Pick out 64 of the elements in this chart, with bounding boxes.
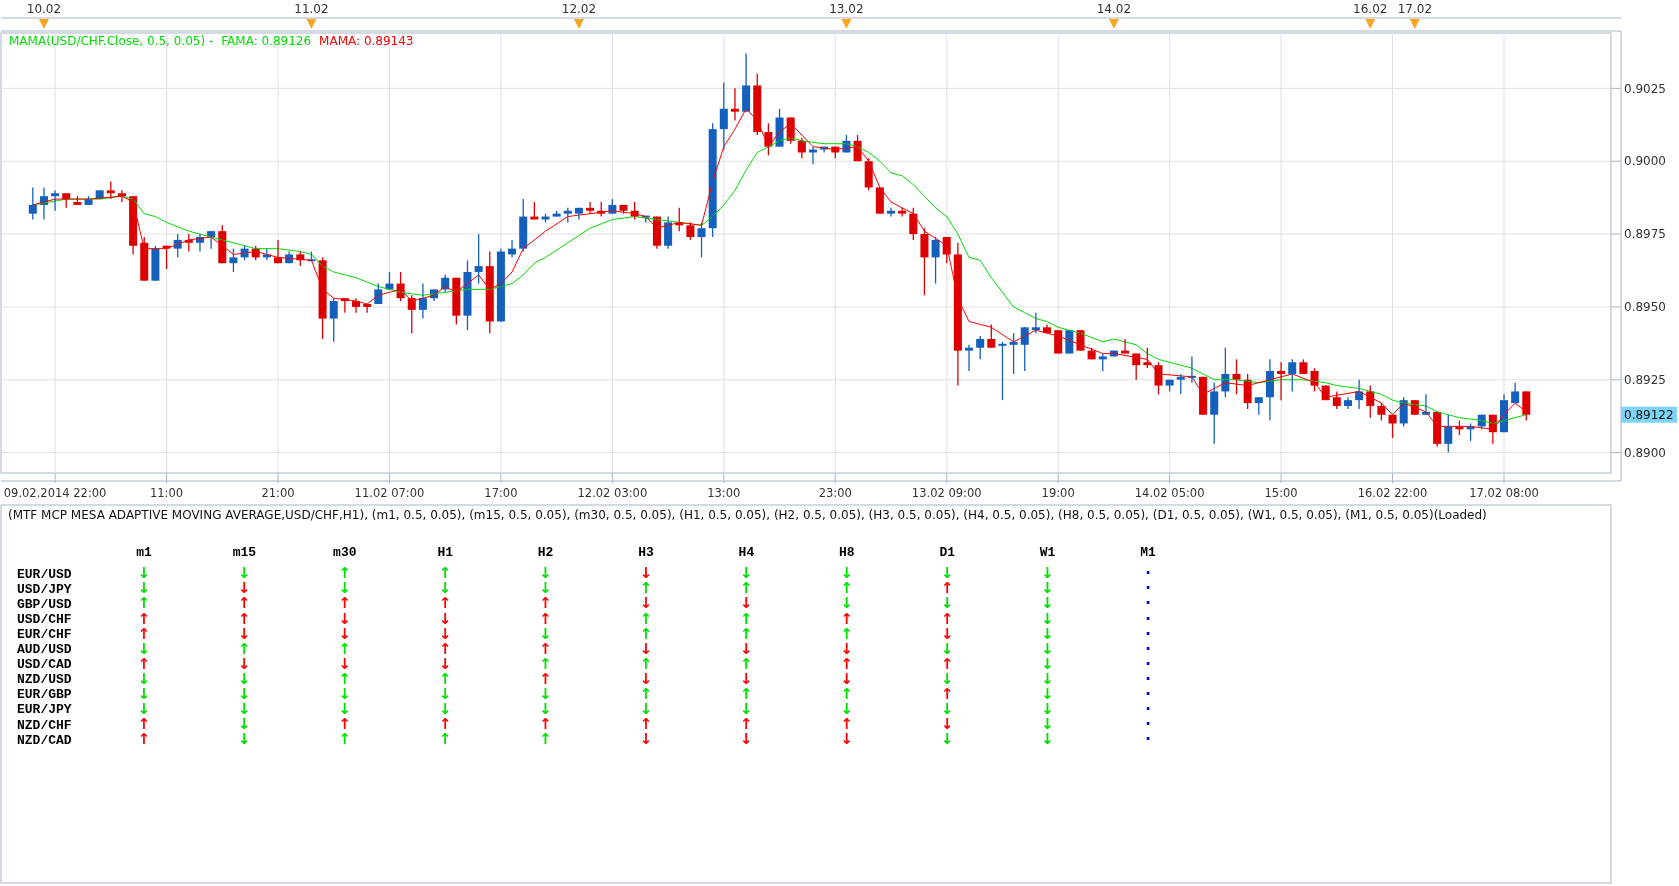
candlestick xyxy=(329,297,338,343)
y-tick-label: 0.8925 xyxy=(1624,372,1666,387)
category-label: m30 xyxy=(333,545,357,560)
x-tick-label: 17.02 08:00 xyxy=(1469,486,1539,500)
x-tick-label: 13:00 xyxy=(707,486,741,500)
category-label: AUD/USD xyxy=(17,642,72,658)
text: 14.02 xyxy=(1096,2,1132,16)
x-tick-label: 11:00 xyxy=(149,486,184,500)
category-label: H4 xyxy=(738,545,755,560)
text: 0.89122 xyxy=(1624,407,1674,422)
text: (MTF MCP MESA ADAPTIVE MOVING AVERAGE,USD/CHF,H1), (m1, 0.5, 0.05), (m15, 0.5, 0.05), (m30, 0.5, 0.05), (H1, 0.5, 0.05), (H2, 0.5, 0.05), (H3, 0.5, 0.05), (H4, 0.5, 0.05), (H8, 0.5, 0.05), (D1, 0.5, 0.05), (W1, 0.5, 0.05), (M1, 0.5, 0.05)(Loaded) xyxy=(8,508,1487,522)
text: MAMA: 0.89143 xyxy=(319,34,414,49)
x-tick-label: 15:00 xyxy=(1264,486,1298,500)
x-tick-label: 11.02 07:00 xyxy=(354,486,425,500)
text: FAMA: 0.89126 xyxy=(221,34,312,49)
category-label: USD/CHF xyxy=(17,611,72,627)
text: 10.02 xyxy=(26,2,62,16)
text: 11.02 xyxy=(294,2,329,16)
candlestick xyxy=(976,335,985,361)
category-label: D1 xyxy=(939,545,956,560)
candlestick xyxy=(987,323,996,349)
category-label: GBP/USD xyxy=(17,596,72,612)
category-label: USD/JPY xyxy=(17,581,72,597)
text: 12.02 xyxy=(561,2,597,16)
candlestick xyxy=(1009,332,1018,375)
x-tick-label: 12.02 03:00 xyxy=(577,486,648,500)
category-label: NZD/USD xyxy=(17,672,72,688)
x-tick-label: 13.02 09:00 xyxy=(911,486,982,500)
text: 17.02 xyxy=(1397,2,1433,16)
category-label: H3 xyxy=(638,545,654,560)
category-label: M1 xyxy=(1140,545,1156,560)
category-label: NZD/CHF xyxy=(17,717,72,733)
text: 13.02 xyxy=(829,2,864,16)
category-label: H1 xyxy=(437,545,454,560)
candlestick xyxy=(1210,382,1219,445)
candlestick xyxy=(28,186,37,221)
x-tick-label: 19:00 xyxy=(1041,486,1075,500)
y-tick-label: 0.8900 xyxy=(1624,445,1666,460)
category-label: EUR/GBP xyxy=(17,687,72,703)
text: 16.02 xyxy=(1353,2,1388,16)
x-tick-label: 17:00 xyxy=(484,486,518,500)
category-label: m15 xyxy=(232,545,257,560)
category-label: W1 xyxy=(1039,545,1056,560)
x-tick-label: 23:00 xyxy=(818,486,852,500)
category-label: EUR/JPY xyxy=(17,702,72,718)
y-tick-label: 0.8950 xyxy=(1624,300,1666,315)
x-tick-label: 16.02 22:00 xyxy=(1357,486,1428,500)
candlestick xyxy=(1176,373,1185,395)
candlestick xyxy=(1154,361,1163,395)
category-label: EUR/USD xyxy=(17,566,72,582)
x-tick-label: 14.02 05:00 xyxy=(1134,486,1205,500)
chart-title: MAMA(USD/CHF.Close, 0.5, 0.05) - xyxy=(9,34,214,49)
y-tick-label: 0.9025 xyxy=(1624,81,1666,96)
candlestick xyxy=(697,221,706,259)
x-tick-label: 21:00 xyxy=(261,486,295,500)
category-label: H2 xyxy=(537,545,554,560)
y-tick-label: 0.8975 xyxy=(1624,227,1666,242)
category-label: H8 xyxy=(839,545,855,560)
category-label: NZD/CAD xyxy=(17,732,72,748)
category-label: EUR/CHF xyxy=(17,626,72,642)
category-label: m1 xyxy=(136,545,152,560)
y-tick-label: 0.9000 xyxy=(1624,154,1666,169)
x-tick-label: 09.02.2014 22:00 xyxy=(3,486,107,500)
category-label: USD/CAD xyxy=(17,657,72,673)
